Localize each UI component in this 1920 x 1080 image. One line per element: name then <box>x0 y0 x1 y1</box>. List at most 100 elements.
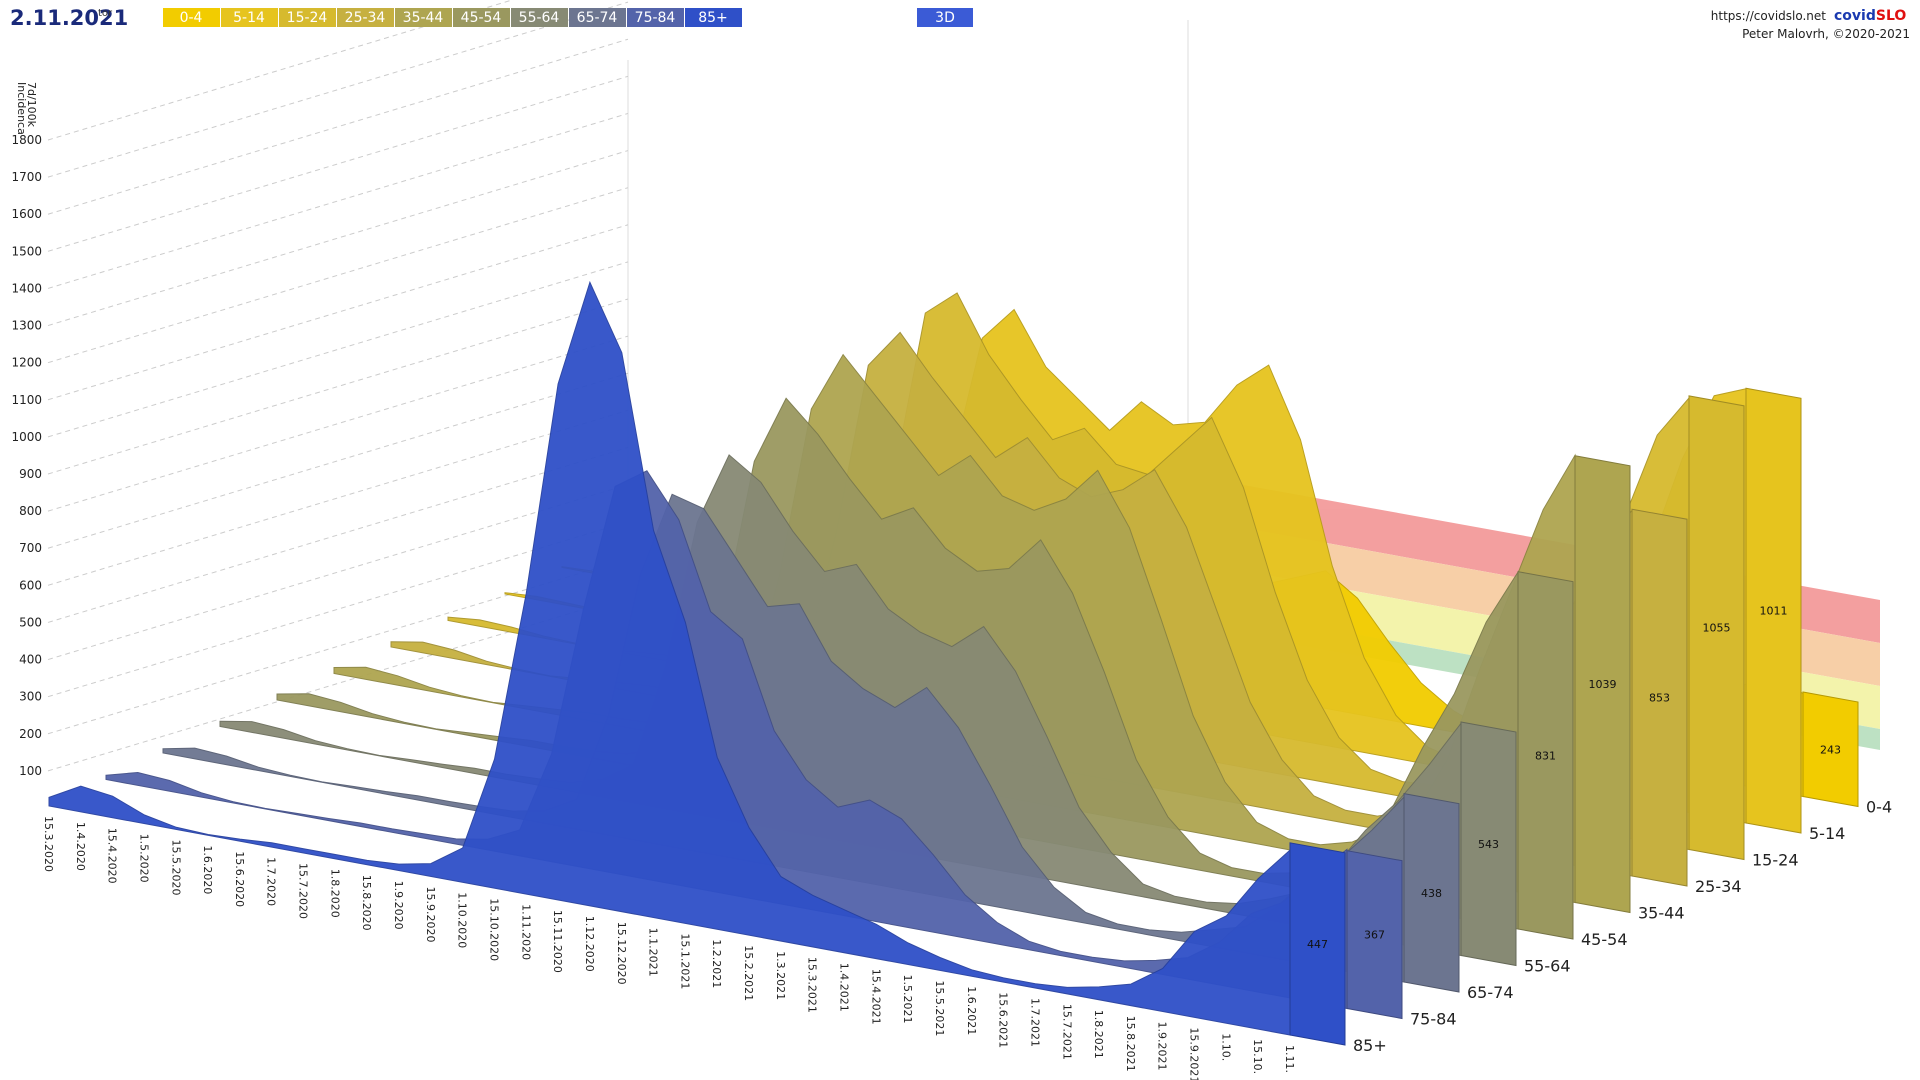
grid-line <box>47 446 629 623</box>
x-tick-label: 1.5.2021 <box>901 975 914 1024</box>
y-tick-label: 100 <box>19 764 42 778</box>
y-tick-label: 800 <box>19 504 42 518</box>
legend-label: 35-44 <box>403 10 444 26</box>
row-label: 65-74 <box>1467 983 1514 1002</box>
legend-swatch[interactable] <box>627 8 684 27</box>
legend-swatch[interactable] <box>453 8 510 27</box>
y-tick-label: 1500 <box>11 244 42 258</box>
grid-line <box>47 224 629 401</box>
row-label: 25-34 <box>1695 877 1742 896</box>
legend-label: 45-54 <box>461 10 502 26</box>
x-tick-label: 1.3.2021 <box>774 951 787 1000</box>
latest-label: 243 <box>1820 743 1841 756</box>
latest-label: 367 <box>1364 929 1385 942</box>
latest-label: 1011 <box>1760 605 1788 618</box>
x-tick-label: 15.8.2020 <box>360 875 373 931</box>
x-tick-label: 1.6.2021 <box>965 986 978 1035</box>
legend-swatch[interactable] <box>337 8 394 27</box>
latest-bar <box>1802 691 1859 808</box>
legend-swatch[interactable] <box>163 8 220 27</box>
grid-line <box>47 484 629 661</box>
y-tick-label: 1300 <box>11 319 42 333</box>
date: 2.11.2021 <box>10 6 128 30</box>
x-tick-label: 15.2.2021 <box>742 945 755 1001</box>
x-tick-label: 15.5.2020 <box>169 840 182 896</box>
x-tick-label: 1.10. <box>1219 1033 1232 1061</box>
x-tick-label: 15.4.2020 <box>106 828 119 884</box>
x-tick-label: 1.6.2020 <box>201 845 214 894</box>
y-tick-label: 1200 <box>11 356 42 370</box>
grid-line <box>47 298 629 475</box>
y-label: 7d/100k <box>25 82 38 128</box>
legend-swatch[interactable] <box>279 8 336 27</box>
x-tick-label: 15.8.2021 <box>1124 1016 1137 1072</box>
x-tick-label: 15.5.2021 <box>933 980 946 1036</box>
y-label: Incidenca <box>15 82 28 135</box>
x-tick-label: 15.12.2020 <box>615 922 628 985</box>
y-tick-label: 500 <box>19 615 42 629</box>
grid-line <box>47 409 629 586</box>
x-tick-label: 1.9.2020 <box>392 881 405 930</box>
grid-line <box>47 1 629 178</box>
x-tick-label: 15.6.2021 <box>997 992 1010 1048</box>
grid-line <box>47 521 629 698</box>
row-label: 55-64 <box>1524 957 1571 976</box>
latest-bar <box>1403 793 1460 993</box>
mode-button-label[interactable]: 3D <box>935 10 955 26</box>
x-tick-label: 1.4.2020 <box>74 822 87 871</box>
y-tick-label: 1000 <box>11 430 42 444</box>
latest-bar <box>1631 508 1688 887</box>
legend-swatch[interactable] <box>395 8 452 27</box>
x-tick-label: 15.11.2020 <box>551 910 564 973</box>
x-tick-label: 15.4.2021 <box>869 969 882 1025</box>
x-tick-label: 1.8.2020 <box>328 869 341 918</box>
y-tick-label: 1700 <box>11 170 42 184</box>
url[interactable]: https://covidslo.net <box>1711 9 1827 23</box>
brand-a: covid <box>1834 8 1876 24</box>
x-tick-label: 1.12.2020 <box>583 916 596 972</box>
latest-label: 1039 <box>1589 678 1617 691</box>
grid-line <box>47 75 629 252</box>
x-tick-label: 1.4.2021 <box>838 963 851 1012</box>
x-tick-label: 1.7.2021 <box>1028 998 1041 1047</box>
x-tick-label: 15.7.2021 <box>1060 1004 1073 1060</box>
latest-bar <box>1517 571 1574 940</box>
legend-swatch[interactable] <box>685 8 742 27</box>
legend-label: 85+ <box>698 10 728 26</box>
latest-bar <box>1460 721 1517 967</box>
author: Peter Malovrh, ©2020-2021 <box>1742 27 1910 41</box>
legend-swatch[interactable] <box>221 8 278 27</box>
mode-button[interactable] <box>917 8 973 27</box>
latest-label: 447 <box>1307 938 1328 951</box>
latest-label: 1055 <box>1703 622 1731 635</box>
grid-line <box>47 372 629 549</box>
x-tick-label: 1.11.2020 <box>519 904 532 960</box>
legend-swatch[interactable] <box>569 8 626 27</box>
y-tick-label: 900 <box>19 467 42 481</box>
legend-label: 25-34 <box>345 10 386 26</box>
x-tick-label: 15.6.2020 <box>233 851 246 907</box>
latest-label: 853 <box>1649 692 1670 705</box>
legend-swatch[interactable] <box>511 8 568 27</box>
legend-label: 15-24 <box>287 10 328 26</box>
y-tick-label: 1400 <box>11 281 42 295</box>
series-area <box>48 280 1291 1036</box>
x-tick-label: 1.8.2021 <box>1092 1010 1105 1059</box>
x-tick-label: 15.3.2020 <box>42 816 55 872</box>
row-label: 15-24 <box>1752 851 1799 870</box>
y-tick-label: 1100 <box>11 393 42 407</box>
latest-bar <box>1688 395 1745 861</box>
grid-line <box>47 38 629 215</box>
latest-label: 438 <box>1421 887 1442 900</box>
x-tick-label: 15.10. <box>1251 1039 1264 1074</box>
legend-label: 0-4 <box>180 10 203 26</box>
row-label: 75-84 <box>1410 1010 1457 1029</box>
y-tick-label: 600 <box>19 578 42 592</box>
grid-line <box>47 150 629 327</box>
legend-label: 75-84 <box>635 10 676 26</box>
latest-bar <box>1745 387 1802 834</box>
row-label: 5-14 <box>1809 824 1845 843</box>
grid-line <box>47 0 514 141</box>
weekday: tor <box>98 8 113 19</box>
latest-bar <box>1289 842 1346 1046</box>
